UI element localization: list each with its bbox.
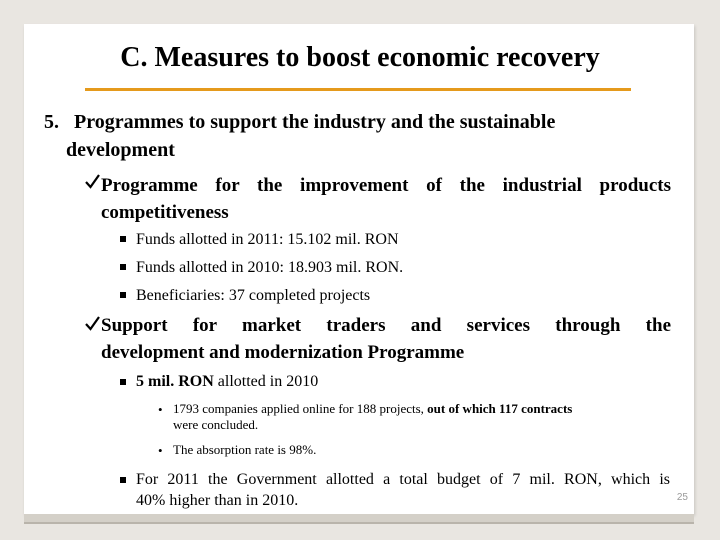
section-number: 5. bbox=[44, 111, 59, 133]
square-bullet-icon bbox=[120, 379, 126, 385]
section-heading-line1: Programmes to support the industry and t… bbox=[74, 111, 556, 133]
checkmark-icon bbox=[84, 315, 101, 338]
programme-2-line2: development and modernization Programme bbox=[101, 342, 465, 363]
page-title: C. Measures to boost economic recovery bbox=[120, 42, 600, 73]
slide-canvas bbox=[24, 24, 694, 514]
square-bullet-icon bbox=[120, 264, 126, 270]
programme-1-line1: Programme for the improvement of the ind… bbox=[101, 175, 671, 196]
page-number: 25 bbox=[676, 492, 688, 503]
programme-1-bullet-2: Funds allotted in 2010: 18.903 mil. RON. bbox=[136, 259, 404, 276]
programme-2-bullet-2-line2: 40% higher than in 2010. bbox=[136, 492, 299, 509]
sub-bullet-1-line2: were concluded. bbox=[173, 417, 259, 432]
title-underline bbox=[85, 88, 631, 91]
budget-amount: 5 mil. RON bbox=[136, 373, 214, 390]
square-bullet-icon bbox=[120, 236, 126, 242]
programme-1-bullet-3: Beneficiaries: 37 completed projects bbox=[136, 287, 371, 304]
sub-bullet-1-line1: 1793 companies applied online for 188 pr… bbox=[173, 401, 572, 417]
applications-text: 1793 companies applied online for 188 pr… bbox=[173, 401, 428, 416]
checkmark-icon bbox=[84, 173, 101, 196]
programme-2-bullet-1: 5 mil. RON allotted in 2010 bbox=[136, 371, 318, 393]
programme-1-bullet-1: Funds allotted in 2011: 15.102 mil. RON bbox=[136, 231, 399, 248]
budget-text: allotted in 2010 bbox=[213, 373, 319, 390]
programme-2-bullet-2-line1: For 2011 the Government allotted a total… bbox=[136, 471, 670, 488]
contracts-text: out of which 117 contracts bbox=[427, 401, 573, 416]
programme-1-line2: competitiveness bbox=[101, 202, 229, 223]
programme-2-line1: Support for market traders and services … bbox=[101, 315, 671, 336]
dot-bullet-icon: • bbox=[158, 443, 163, 458]
dot-bullet-icon: • bbox=[158, 402, 163, 417]
section-heading-line2: development bbox=[66, 139, 175, 161]
square-bullet-icon bbox=[120, 292, 126, 298]
sub-bullet-2: The absorption rate is 98%. bbox=[173, 442, 317, 457]
slide-bottom-edge bbox=[24, 514, 694, 524]
square-bullet-icon bbox=[120, 477, 126, 483]
